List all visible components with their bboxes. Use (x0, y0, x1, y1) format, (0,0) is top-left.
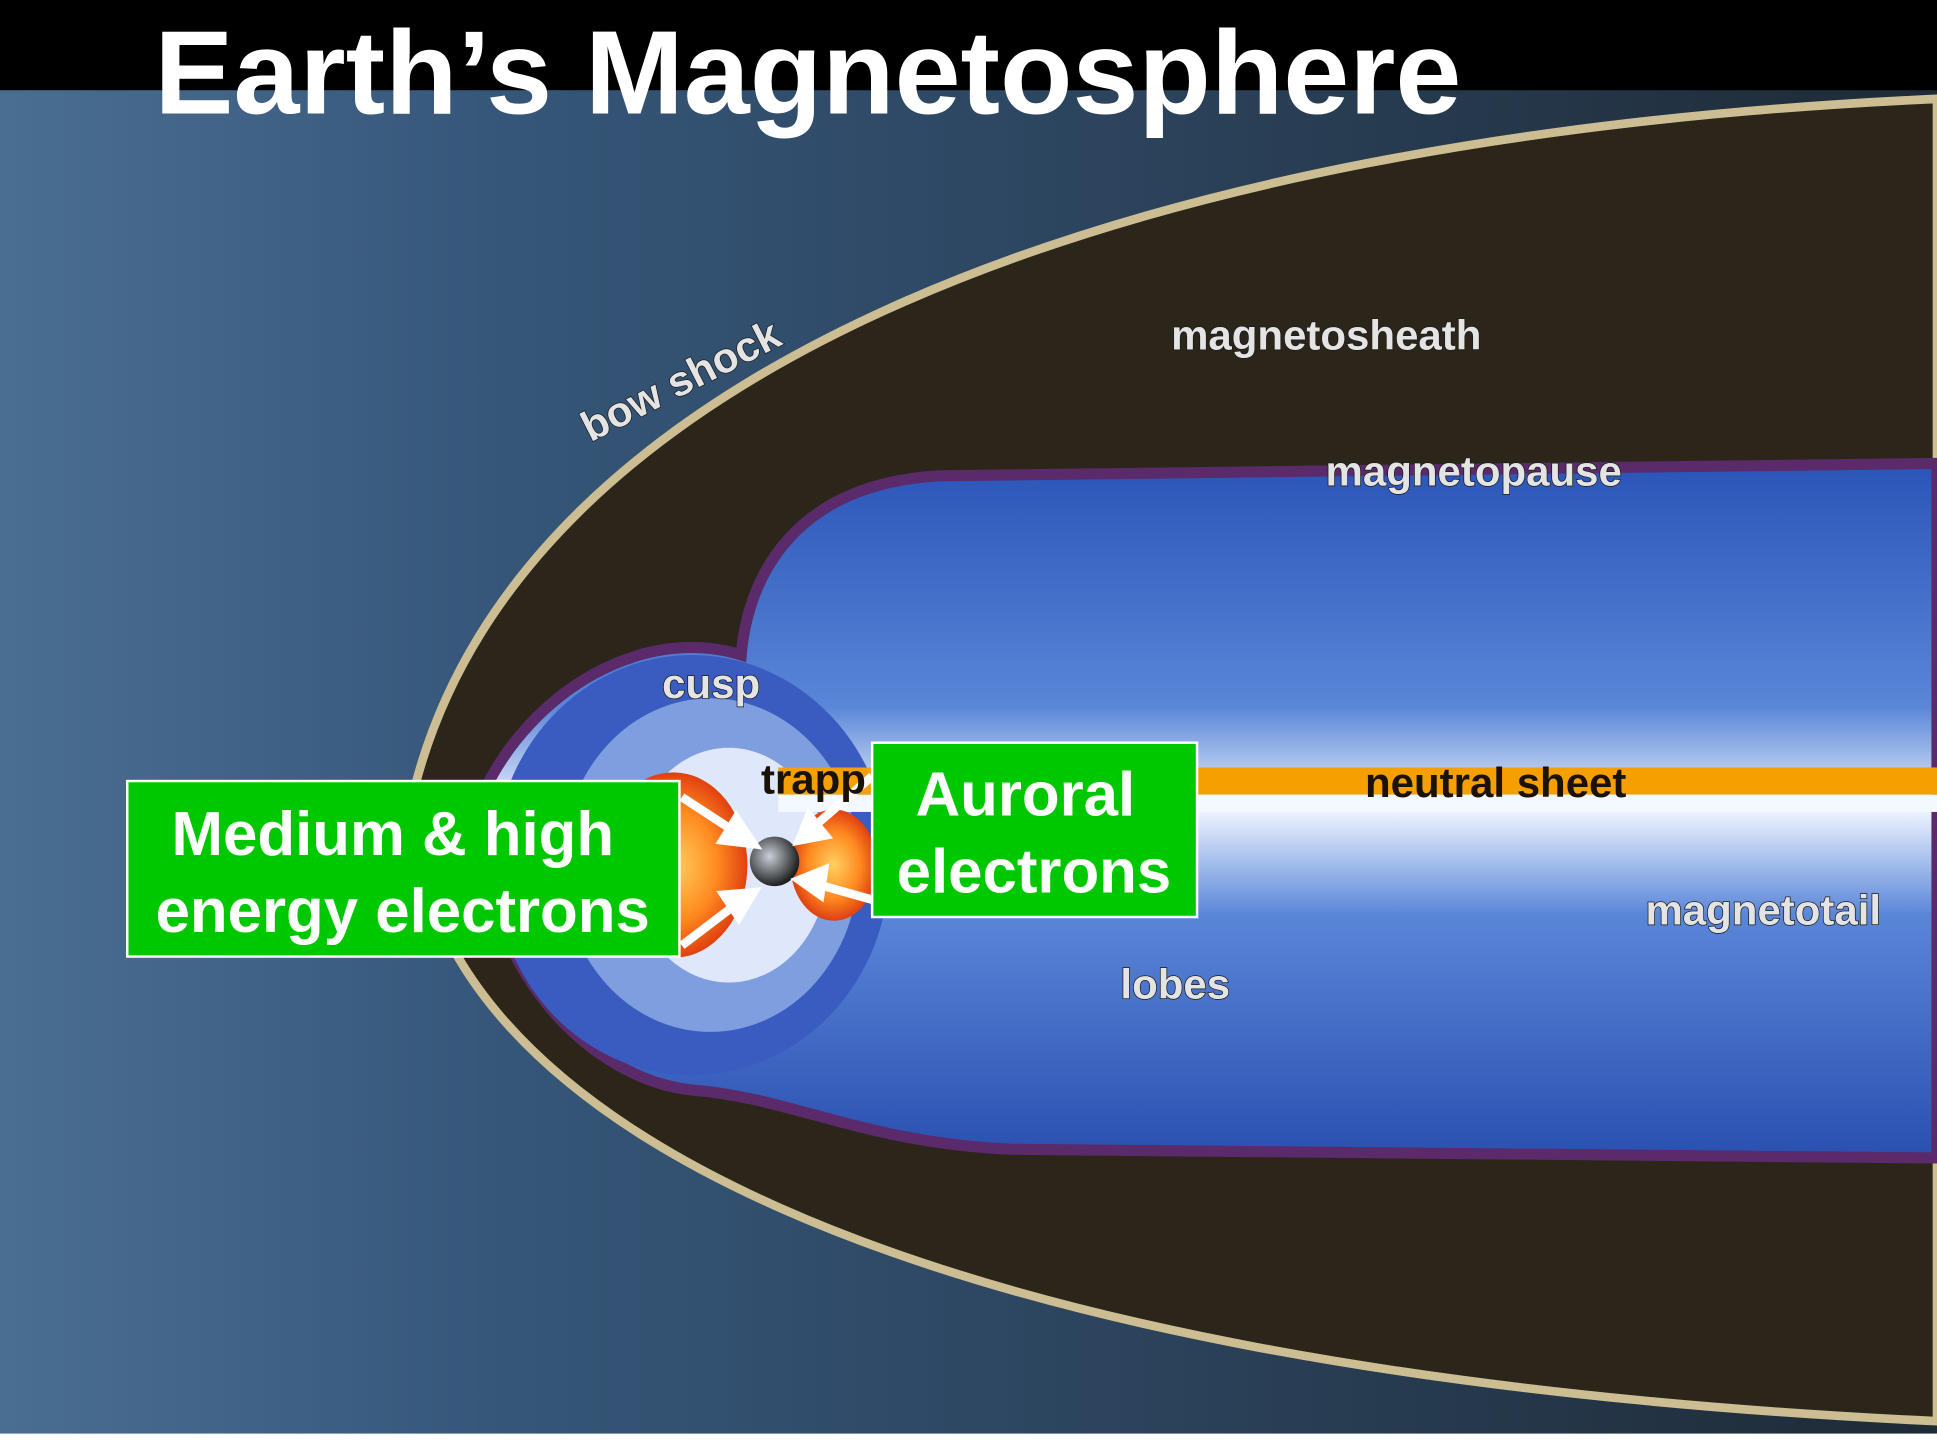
label: magnetosheath (1171, 312, 1481, 359)
label: lobes (1120, 961, 1230, 1008)
label: magnetotail (1645, 886, 1881, 933)
callout-text: Medium & high (172, 800, 615, 869)
callout-box (126, 779, 681, 958)
callout-text: electrons (897, 837, 1172, 906)
arrow (812, 772, 875, 829)
earth (749, 836, 800, 887)
label: neutral sheet (1365, 759, 1626, 806)
title-bar (0, 0, 1937, 91)
arrowhead (716, 887, 762, 926)
label: cusp (662, 660, 760, 707)
arrowhead (790, 863, 830, 903)
arrowhead (715, 810, 763, 850)
label: magnetopause (1326, 448, 1622, 495)
label: trapp (761, 755, 866, 802)
callout-box (870, 741, 1199, 919)
callout-text: energy electrons (156, 877, 650, 946)
callout-text: Auroral (916, 761, 1136, 830)
arrowhead (792, 807, 834, 847)
arrows (679, 772, 875, 949)
title: Earth’s Magnetosphere (154, 8, 1461, 140)
bottom-border (0, 1433, 1937, 1441)
